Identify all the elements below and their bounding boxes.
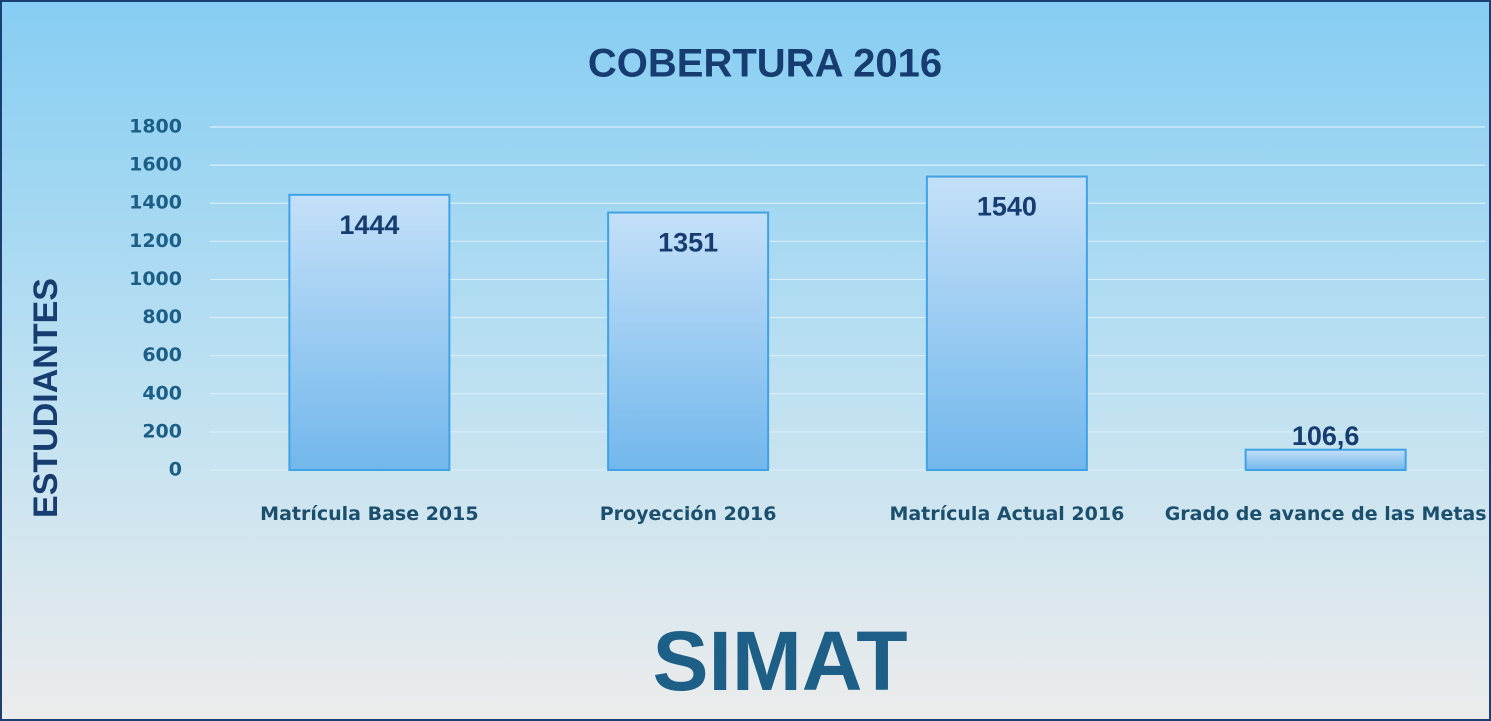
x-tick-label-box: Matrícula Base 2015: [260, 503, 479, 525]
footer: SIMAT: [652, 614, 907, 708]
bar: [288, 193, 451, 472]
y-tick-label: 0: [169, 459, 182, 481]
bar: [1244, 448, 1407, 471]
x-tick-label: Grado de avance de las Metas: [1164, 503, 1487, 525]
data-label: 1540: [977, 192, 1037, 222]
y-tick-label: 1000: [129, 268, 182, 290]
x-tick-label: Proyección 2016: [599, 503, 777, 525]
y-axis-label: ESTUDIANTES: [27, 278, 65, 518]
y-tick-label: 800: [142, 306, 182, 328]
x-tick-label-box: Proyección 2016: [599, 503, 777, 525]
y-tick-label: 1600: [129, 154, 182, 176]
y-tick-label: 1200: [129, 230, 182, 252]
y-tick-label: 1800: [129, 116, 182, 138]
data-label: 1444: [339, 210, 399, 240]
y-tick-label: 400: [142, 382, 182, 404]
bar: [925, 175, 1088, 472]
x-tick-label-box: Matrícula Actual 2016: [889, 503, 1125, 525]
x-tick-label-box: Grado de avance de las Metas: [1164, 503, 1487, 525]
y-tick-label: 600: [142, 344, 182, 366]
x-tick-label: Matrícula Base 2015: [260, 503, 479, 525]
chart-title: COBERTURA 2016: [588, 42, 942, 86]
y-tick-label: 1400: [129, 192, 182, 214]
x-tick-label: Matrícula Actual 2016: [889, 503, 1125, 525]
data-label: 1351: [658, 228, 718, 258]
y-tick-label: 200: [142, 420, 182, 442]
data-label: 106,6: [1292, 421, 1360, 451]
bar: [607, 211, 770, 471]
